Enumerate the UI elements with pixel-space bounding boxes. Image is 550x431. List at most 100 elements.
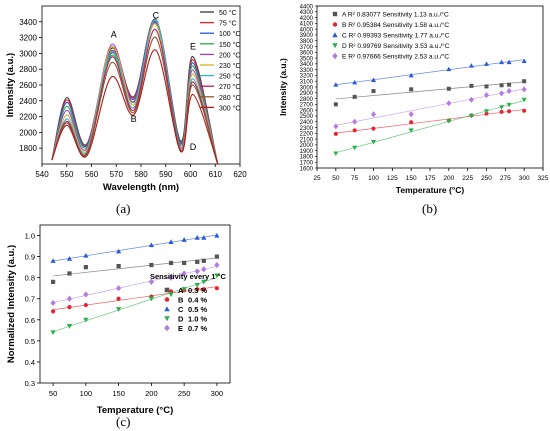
legend-label: 200 °C <box>219 51 240 59</box>
x-tick-label: 570 <box>110 170 124 179</box>
data-point-c <box>201 235 207 240</box>
legend-title: Sensitivity every 1 °C <box>150 272 227 281</box>
data-point-b <box>522 108 527 113</box>
data-point-c <box>181 237 187 242</box>
data-point-b <box>51 309 56 314</box>
trend-line-c <box>53 234 217 262</box>
legend-label: 50 °C <box>219 9 237 17</box>
data-point-e <box>50 299 56 307</box>
data-point-a <box>507 82 512 87</box>
x-tick-label: 175 <box>425 175 436 182</box>
y-axis-label: Normalized Intensity (a.u.) <box>6 245 17 363</box>
x-tick-label: 550 <box>60 170 74 179</box>
y-tick-label: 0.5 <box>25 337 35 346</box>
data-point-c <box>521 58 527 63</box>
trend-line-a <box>335 81 525 100</box>
legend-label: 75 °C <box>219 20 237 28</box>
y-tick-label: 4300 <box>300 10 314 16</box>
data-point-c <box>484 61 489 66</box>
legend-label: 150 °C <box>219 41 240 49</box>
trend-line-c <box>335 59 525 86</box>
legend-label: 300 °C <box>219 104 240 112</box>
data-point-b <box>333 131 338 136</box>
data-point-a <box>522 79 527 84</box>
y-tick-label: 1700 <box>300 161 314 167</box>
data-point-c <box>408 72 414 78</box>
data-point-b <box>214 286 219 291</box>
x-tick-label: 590 <box>159 170 173 179</box>
data-point-a <box>182 260 187 266</box>
x-tick-label: 300 <box>211 389 224 398</box>
data-point-a <box>446 86 451 91</box>
data-point-e <box>371 111 376 118</box>
y-tick-label: 0.3 <box>25 379 35 388</box>
x-tick-label: 300 <box>519 175 530 182</box>
peak-label-e: E <box>190 41 196 51</box>
data-point-d <box>446 119 452 124</box>
x-tick-label: 100 <box>368 175 379 182</box>
data-point-e <box>214 261 220 269</box>
data-point-d <box>66 324 73 329</box>
data-point-d <box>201 279 207 285</box>
y-tick-label: 0.9 <box>25 253 35 262</box>
data-point-c <box>352 79 358 85</box>
legend-label: 280 °C <box>219 94 240 102</box>
legend-value-c: 0.5 % <box>188 305 208 314</box>
y-tick-label: 2200 <box>19 113 37 122</box>
y-tick-label: 2500 <box>300 114 314 120</box>
y-tick-label: 0.8 <box>25 274 35 283</box>
y-tick-label: 3000 <box>19 49 37 58</box>
data-point-a <box>214 254 219 259</box>
data-point-d <box>214 273 220 279</box>
data-point-c <box>446 66 452 72</box>
data-point-a <box>201 258 206 263</box>
y-tick-label: 3800 <box>300 39 314 45</box>
data-point-e <box>484 92 489 99</box>
y-tick-label: 2600 <box>19 81 37 90</box>
x-tick-label: 25 <box>313 175 321 182</box>
x-tick-label: 75 <box>351 175 359 182</box>
x-tick-label: 580 <box>134 170 148 179</box>
x-tick-label: 100 <box>80 389 93 398</box>
data-point-a <box>499 83 504 88</box>
data-point-c <box>214 232 220 238</box>
spectrum-line-300c <box>51 49 219 164</box>
y-tick-label: 2400 <box>19 97 37 106</box>
y-tick-label: 4000 <box>300 27 314 33</box>
legend-marker-b <box>332 22 338 27</box>
data-point-c <box>499 59 505 65</box>
x-tick-label: 275 <box>500 175 511 182</box>
y-tick-label: 2400 <box>300 120 314 126</box>
data-point-a <box>333 102 338 107</box>
data-point-a <box>83 265 88 270</box>
data-point-a <box>409 87 414 92</box>
trend-line-e <box>53 266 217 304</box>
legend-value-a: 0.3 % <box>188 286 208 295</box>
data-point-c <box>50 258 56 263</box>
legend-marker-e <box>332 52 338 60</box>
legend-value-d: 1.0 % <box>188 315 208 324</box>
trend-line-b <box>53 286 217 311</box>
data-point-e <box>148 278 154 285</box>
y-tick-label: 3200 <box>19 34 37 43</box>
legend-marker-c <box>164 306 170 312</box>
legend-marker-a <box>332 11 338 17</box>
y-tick-label: 4400 <box>300 4 314 10</box>
legend-series-e: E <box>178 324 183 333</box>
data-point-d <box>194 282 200 288</box>
y-tick-label: 3400 <box>19 18 37 27</box>
x-tick-label: 150 <box>406 175 417 182</box>
y-tick-label: 4100 <box>300 22 314 28</box>
legend-value-e: 0.7 % <box>188 324 208 333</box>
data-point-a <box>67 271 72 276</box>
x-axis-label: Wavelength (nm) <box>103 182 179 193</box>
data-point-c <box>506 59 512 65</box>
y-axis-label: Intensity (a.u.) <box>278 58 288 116</box>
x-tick-label: 250 <box>178 389 191 398</box>
data-point-e <box>468 96 474 103</box>
y-tick-label: 1900 <box>300 149 314 155</box>
data-point-c <box>333 82 339 87</box>
data-point-d <box>50 330 56 336</box>
y-tick-label: 2100 <box>300 137 314 143</box>
data-point-d <box>468 113 474 119</box>
